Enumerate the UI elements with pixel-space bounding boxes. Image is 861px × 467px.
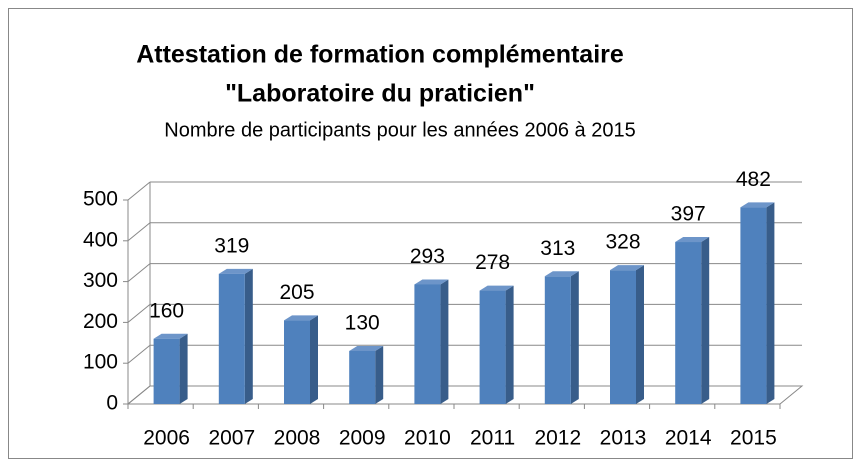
bar-top [740,202,775,208]
bar [610,270,636,404]
y-tick-label: 400 [83,228,118,251]
grid-line [127,385,151,405]
x-tick-label: 2010 [404,427,451,450]
bar-top [544,271,579,277]
x-tick-label: 2014 [665,427,712,450]
x-tick-label: 2006 [143,427,190,450]
bar-side [701,237,710,404]
bar-side [310,315,318,404]
bar [218,273,245,404]
value-label: 328 [605,231,640,254]
value-label: 293 [410,245,445,268]
bar-side [766,202,775,404]
bar [414,284,441,404]
bar-top [610,265,644,271]
chart-title: Attestation de formation complémentaire [136,41,624,69]
bar-side [244,268,253,404]
bar [544,276,571,404]
bar-side [440,279,449,404]
bar [675,242,702,404]
grid-line [127,263,151,282]
grid-line [127,344,151,364]
grid-line [127,304,151,323]
x-tick-label: 2009 [339,427,386,450]
bar-side [636,265,644,404]
value-label: 482 [736,168,771,191]
chart-subtitle: Nombre de participants pour les années 2… [164,119,635,141]
value-label: 130 [345,312,380,335]
y-tick-label: 200 [83,310,118,333]
y-tick-label: 300 [83,269,118,292]
value-label: 319 [214,234,249,257]
bar-side [375,345,384,404]
x-tick-label: 2007 [208,427,255,450]
y-tick-label: 500 [83,188,118,211]
value-label: 205 [279,281,314,304]
x-tick-label: 2015 [730,427,777,450]
bar [349,350,376,404]
bar [479,290,506,404]
bar [740,207,767,404]
bar [153,338,180,404]
bar-top [479,285,514,291]
bar-top [153,333,188,339]
x-tick-label: 2008 [274,427,321,450]
chart-title: "Laboratoire du praticien" [225,80,535,108]
bar-top [284,315,318,321]
bar-top [675,237,710,243]
y-tick-label: 0 [106,392,118,415]
bar [284,320,310,404]
x-tick-label: 2013 [600,427,647,450]
x-tick-label: 2012 [534,427,581,450]
value-label: 397 [671,203,706,226]
bar-side [505,285,514,404]
bar-side [570,271,579,404]
value-label: 278 [475,251,510,274]
value-label: 160 [149,299,184,322]
bar-top [349,345,384,351]
grid-line [127,181,151,201]
value-label: 313 [540,237,575,260]
bar-top [218,268,253,274]
y-tick-label: 100 [83,351,118,374]
grid-line [127,222,151,242]
bar-side [179,333,188,404]
bar-top [414,279,449,285]
x-tick-label: 2011 [470,427,515,450]
